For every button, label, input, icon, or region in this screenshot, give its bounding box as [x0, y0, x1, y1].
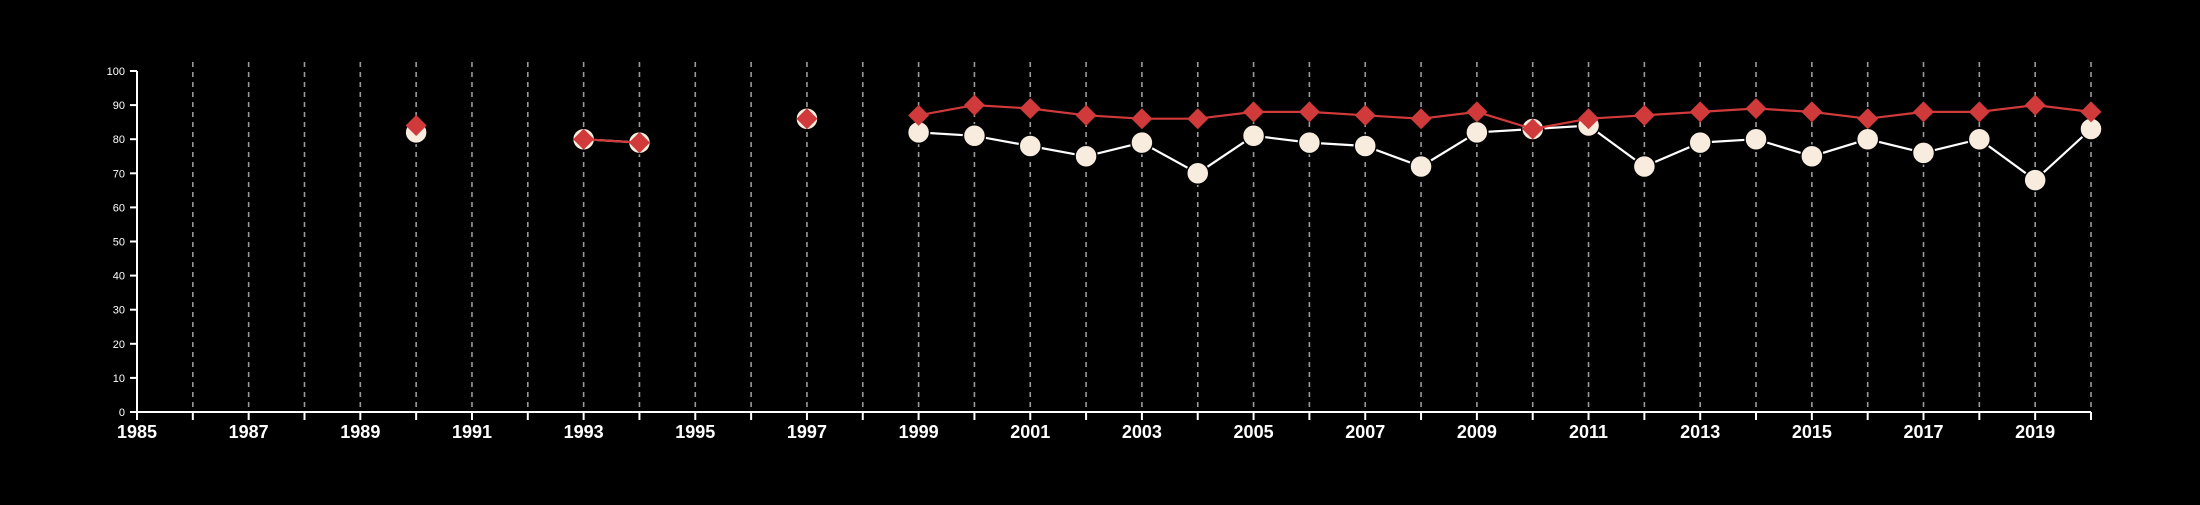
- series-line: [918, 124, 2092, 182]
- data-point-circle: [1409, 154, 1433, 179]
- x-tick-label: 2011: [1569, 422, 1608, 442]
- data-point-circle: [1074, 144, 1098, 168]
- data-point-circle: [1688, 130, 1712, 155]
- series-2: [405, 94, 2102, 154]
- x-tick-label: 2005: [1234, 422, 1274, 442]
- x-tick-label: 1999: [899, 422, 939, 442]
- data-point-diamond: [1075, 104, 1097, 126]
- y-tick-label: 20: [113, 339, 125, 351]
- x-tick-label: 1993: [564, 422, 604, 442]
- data-point-circle: [1353, 134, 1377, 158]
- data-point-diamond: [2024, 94, 2046, 116]
- data-point-circle: [1632, 154, 1657, 179]
- data-point-diamond: [1522, 118, 1544, 140]
- data-point-circle: [1465, 120, 1489, 145]
- data-point-diamond: [1801, 101, 1823, 123]
- data-point-diamond: [628, 132, 650, 154]
- y-tick-label: 60: [113, 202, 125, 214]
- data-point-diamond: [1968, 101, 1990, 123]
- data-point-diamond: [908, 104, 930, 126]
- data-point-diamond: [1578, 108, 1600, 130]
- x-tick-label: 2007: [1345, 422, 1385, 442]
- data-point-diamond: [796, 108, 818, 130]
- data-point-circle: [1185, 161, 1210, 186]
- data-point-diamond: [1689, 101, 1711, 123]
- x-tick-label: 1991: [452, 422, 492, 442]
- data-point-diamond: [1410, 108, 1432, 130]
- x-tick-label: 2001: [1010, 422, 1050, 442]
- data-point-diamond: [405, 115, 427, 137]
- axes: 0 10 20 30 40 50 60 70 80 90 100 1985 1987 1989 1991 19…: [107, 66, 2092, 442]
- x-tick-label: 2009: [1457, 422, 1497, 442]
- x-tick-label: 1997: [787, 422, 827, 442]
- data-point-diamond: [1354, 104, 1376, 126]
- y-tick-label: 70: [113, 168, 125, 180]
- x-tick-label: 2015: [1792, 422, 1832, 442]
- data-point-circle: [1241, 124, 1266, 148]
- data-point-diamond: [1131, 108, 1153, 130]
- y-tick-label: 80: [113, 134, 125, 146]
- y-tick-label: 100: [107, 66, 125, 78]
- data-point-circle: [1967, 127, 1992, 151]
- data-point-diamond: [1857, 108, 1879, 130]
- data-point-circle: [1855, 127, 1880, 151]
- data-point-circle: [1911, 141, 1936, 165]
- y-tick-label: 30: [113, 305, 125, 317]
- data-point-diamond: [1298, 101, 1320, 123]
- y-tick-label: 90: [113, 100, 125, 112]
- y-tick-label: 50: [113, 237, 125, 249]
- data-point-circle: [1130, 130, 1154, 155]
- data-point-diamond: [1633, 104, 1655, 126]
- data-point-diamond: [2080, 101, 2102, 123]
- data-point-diamond: [1745, 98, 1767, 120]
- x-tick-label: 1989: [340, 422, 380, 442]
- y-tick-label: 0: [119, 407, 125, 419]
- series-line: [918, 103, 2092, 131]
- data-point-circle: [1800, 144, 1824, 168]
- x-tick-label: 1995: [675, 422, 715, 442]
- x-tick-label: 2003: [1122, 422, 1162, 442]
- x-tick-label: 2019: [2015, 422, 2055, 442]
- data-point-diamond: [1187, 108, 1209, 130]
- data-point-diamond: [1019, 98, 1041, 120]
- x-tick-label: 2017: [1903, 422, 1943, 442]
- data-point-circle: [1744, 127, 1768, 151]
- data-point-circle: [2023, 168, 2047, 192]
- x-tick-label: 1987: [229, 422, 269, 442]
- data-point-diamond: [1243, 101, 1265, 123]
- data-point-diamond: [573, 128, 595, 150]
- x-tick-label: 1985: [117, 422, 157, 442]
- data-point-diamond: [1913, 101, 1935, 123]
- vertical-grid: [192, 62, 2092, 412]
- data-point-circle: [1018, 134, 1043, 158]
- y-tick-label: 10: [113, 373, 125, 385]
- series-layer: [404, 94, 2103, 192]
- data-point-circle: [962, 124, 987, 148]
- data-point-diamond: [963, 94, 985, 116]
- x-tick-label: 2013: [1680, 422, 1720, 442]
- data-point-circle: [1297, 130, 1322, 155]
- data-point-diamond: [1466, 101, 1488, 123]
- y-tick-label: 40: [113, 271, 125, 283]
